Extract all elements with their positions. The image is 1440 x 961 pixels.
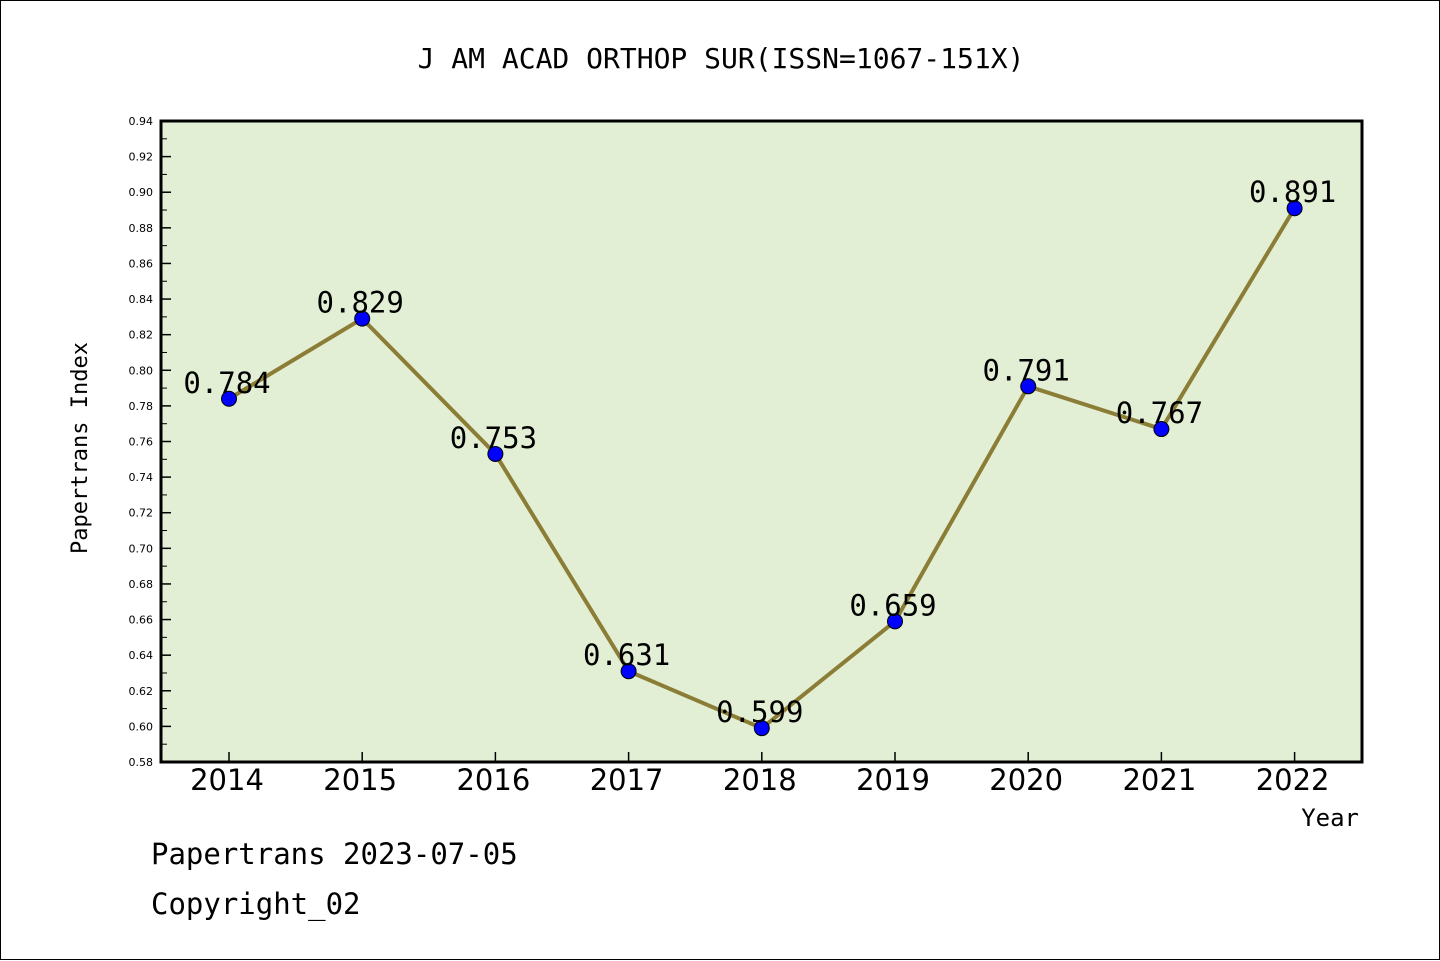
y-tick-label: 0.92: [129, 151, 154, 164]
data-label: 0.659: [849, 588, 936, 622]
data-point: [221, 390, 237, 407]
y-tick-label: 0.72: [129, 507, 154, 520]
footer-copyright: Copyright_02: [151, 887, 361, 921]
data-point: [1153, 421, 1170, 438]
x-tick-label: 2021: [1122, 763, 1196, 797]
y-tick-label: 0.86: [129, 257, 154, 270]
data-label: 0.753: [450, 421, 537, 455]
data-point: [887, 613, 903, 630]
x-tick-label: 2022: [1256, 763, 1330, 797]
y-tick-label: 0.58: [129, 756, 154, 769]
x-tick-label: 2018: [723, 763, 797, 797]
data-label: 0.891: [1249, 175, 1336, 209]
data-label: 0.829: [317, 286, 404, 320]
x-tick-label: 2017: [590, 763, 664, 797]
y-tick-label: 0.70: [129, 542, 154, 555]
y-tick-label: 0.66: [129, 614, 154, 627]
y-tick-label: 0.64: [129, 649, 154, 662]
plot-area: [159, 119, 1364, 764]
chart-title: J AM ACAD ORTHOP SUR(ISSN=1067-151X): [418, 42, 1025, 75]
x-axis: 2014 2015 2016 2017 2018 2019 2020 2021 2022: [190, 752, 1330, 797]
data-point: [487, 445, 504, 462]
y-tick-label: 0.76: [129, 436, 154, 449]
x-tick-label: 2014: [190, 763, 264, 797]
y-tick-label: 0.84: [129, 293, 154, 306]
data-label: 0.784: [183, 366, 270, 400]
series-points: [221, 200, 1303, 737]
data-point: [1286, 200, 1303, 217]
y-tick-label: 0.94: [129, 115, 154, 128]
data-point: [354, 310, 371, 327]
x-tick-label: 2016: [456, 763, 530, 797]
y-tick-label: 0.80: [129, 364, 154, 377]
y-tick-label: 0.74: [129, 471, 154, 484]
x-tick-label: 2020: [989, 763, 1063, 797]
data-label: 0.767: [1116, 396, 1203, 430]
y-tick-label: 0.60: [129, 720, 154, 733]
data-labels: 0.784 0.829 0.753 0.631 0.599 0.659 0.791 0.767…: [183, 175, 1336, 729]
data-label: 0.791: [983, 353, 1070, 387]
y-tick-label: 0.90: [129, 186, 154, 199]
data-point: [1020, 378, 1037, 395]
x-tick-label: 2019: [856, 763, 930, 797]
y-axis: 0.58 0.60 0.62 0.64 0.66 0.68 0.70 0.72 0.74 0.76…: [129, 115, 171, 769]
y-tick-label: 0.68: [129, 578, 154, 591]
data-point: [753, 720, 770, 737]
data-label: 0.631: [583, 638, 670, 672]
y-tick-label: 0.88: [129, 222, 154, 235]
x-axis-title: Year: [1301, 804, 1359, 832]
y-tick-label: 0.62: [129, 685, 154, 698]
data-label: 0.599: [716, 695, 803, 729]
footer-date: Papertrans 2023-07-05: [151, 837, 518, 871]
y-axis-title: Papertrans Index: [68, 342, 93, 554]
data-point: [620, 663, 637, 680]
y-tick-label: 0.78: [129, 400, 154, 413]
x-tick-label: 2015: [323, 763, 397, 797]
y-tick-label: 0.82: [129, 329, 154, 342]
